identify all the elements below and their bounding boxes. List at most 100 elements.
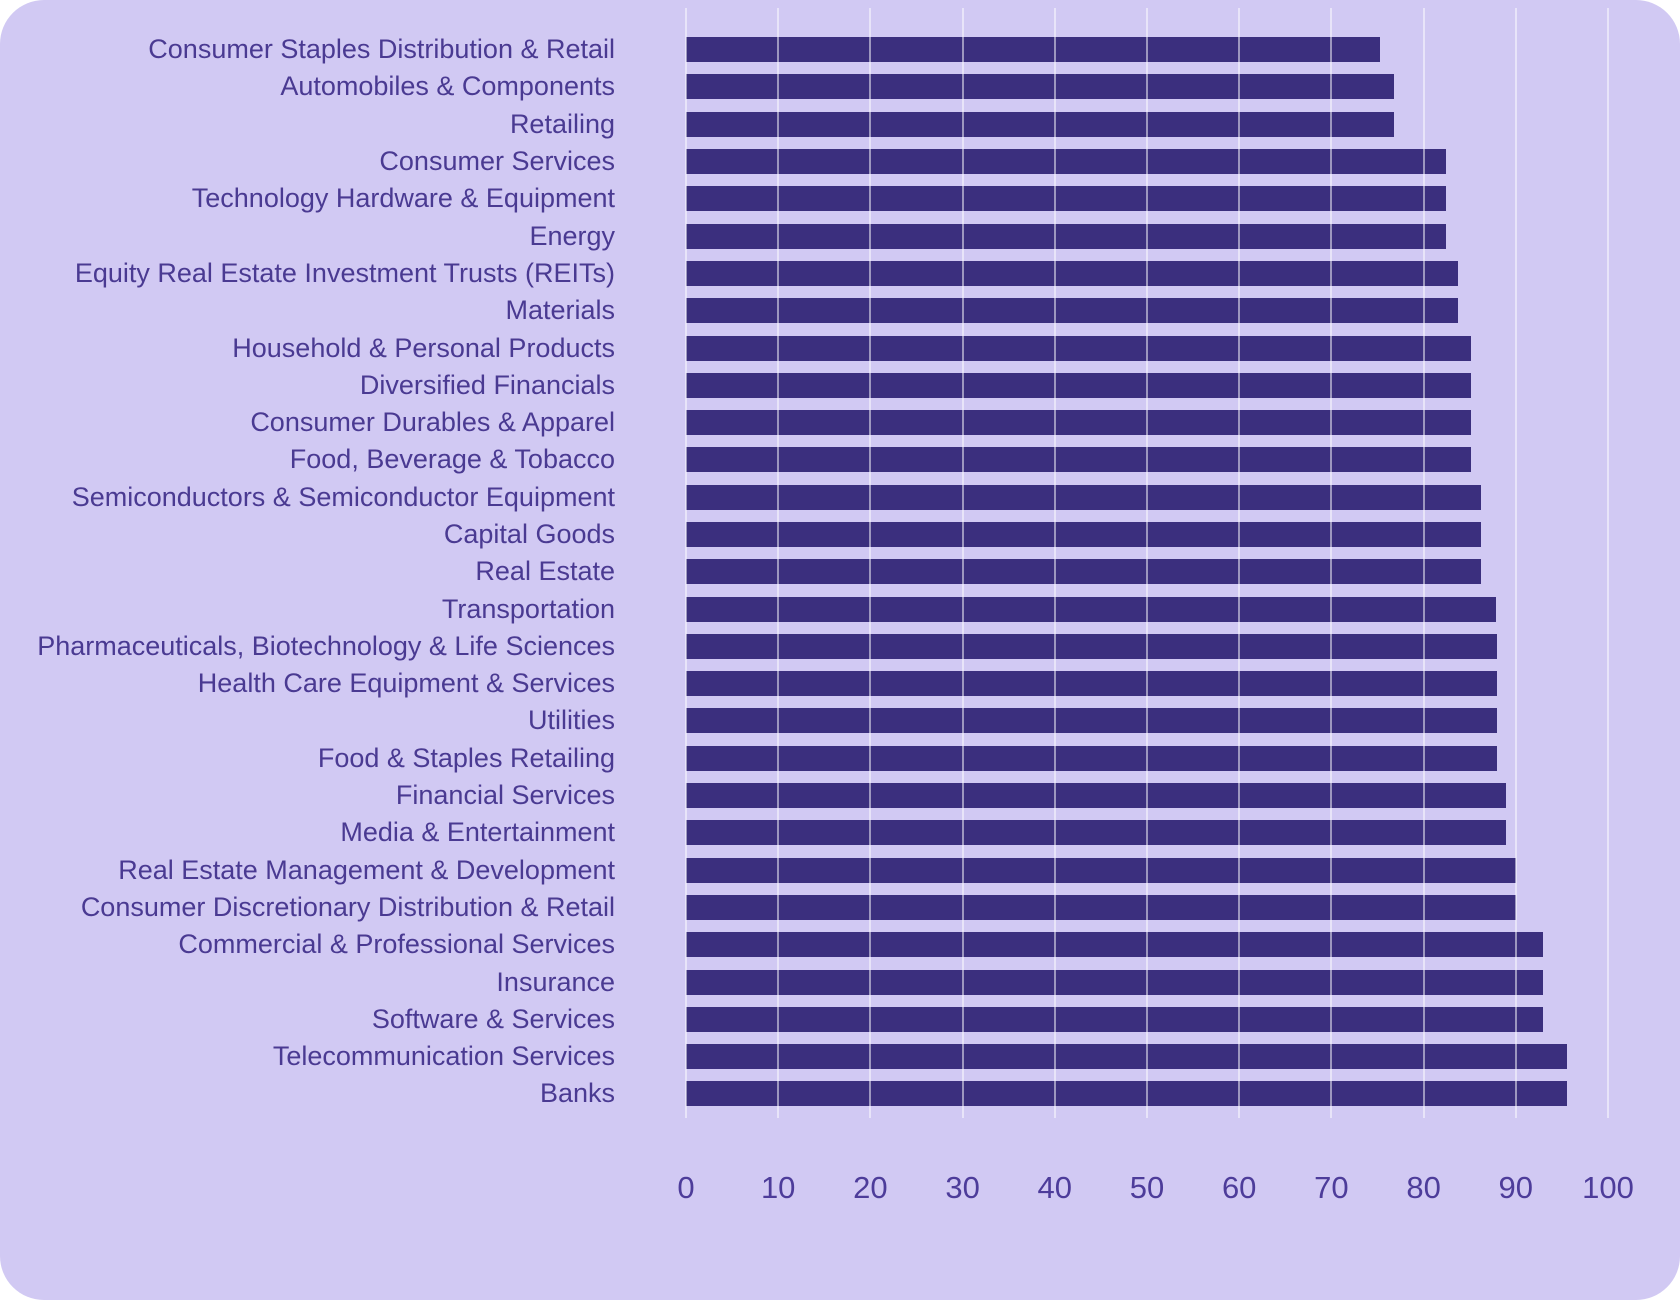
category-label: Banks [539,1078,615,1109]
x-tick-label: 20 [853,1170,888,1205]
category-label: Consumer Staples Distribution & Retail [148,34,615,65]
bar [686,37,1381,63]
bar-track [686,745,1610,771]
bar-track [686,783,1610,809]
bar-row: Food & Staples Retailing [0,740,1680,777]
bar-track [686,335,1610,361]
x-tick-label: 50 [1129,1170,1165,1205]
bar-row: Pharmaceuticals, Biotechnology & Life Sc… [0,628,1680,665]
bar-row: Diversified Financials [0,367,1680,404]
bar-row: Energy [0,217,1680,254]
category-label: Commercial & Professional Services [178,929,615,960]
bar [686,745,1498,771]
bar [686,783,1506,809]
bar-track [686,372,1610,398]
bar-row: Financial Services [0,777,1680,814]
category-label: Consumer Services [379,146,615,177]
bar-row: Real Estate [0,553,1680,590]
category-label: Health Care Equipment & Services [197,668,615,699]
x-tick-label: 60 [1221,1170,1257,1205]
bar-track [686,522,1610,547]
bar-track [686,969,1610,995]
bar-row: Health Care Equipment & Services [0,665,1680,702]
category-label: Financial Services [395,780,615,811]
bar-track [686,186,1610,212]
x-tick-label: 90 [1498,1170,1534,1205]
bar [686,111,1395,137]
category-label: Technology Hardware & Equipment [191,183,615,214]
bar [686,298,1458,324]
bar [686,410,1471,436]
bar-row: Capital Goods [0,516,1680,553]
category-label: Food & Staples Retailing [317,742,615,773]
category-label: Diversified Financials [359,369,615,400]
bar-track [686,857,1610,883]
bar-row: Food, Beverage & Tobacco [0,441,1680,478]
category-label: Semiconductors & Semiconductor Equipment [71,481,615,512]
bar-row: Consumer Staples Distribution & Retail [0,31,1680,68]
category-label: Retailing [509,108,615,139]
bar [686,335,1471,361]
bar [686,596,1497,622]
bar-row: Retailing [0,106,1680,143]
category-label: Consumer Discretionary Distribution & Re… [80,891,615,922]
bar-track [686,223,1610,249]
bar [686,1044,1567,1070]
bar-row: Banks [0,1075,1680,1112]
category-label: Transportation [441,593,615,624]
category-label: Household & Personal Products [232,332,615,363]
category-label: Consumer Durables & Apparel [250,407,615,438]
bar [686,223,1446,249]
category-label: Telecommunication Services [272,1041,615,1072]
bar [686,1081,1567,1107]
bar [686,969,1543,995]
category-label: Media & Entertainment [340,817,615,848]
bar-track [686,1044,1610,1070]
x-tick-label: 10 [760,1170,796,1205]
bar [686,260,1458,286]
bar-track [686,894,1610,920]
category-label: Software & Services [371,1003,615,1034]
bar [686,820,1506,846]
bar [686,633,1498,659]
category-label: Equity Real Estate Investment Trusts (RE… [74,257,615,288]
bar-row: Technology Hardware & Equipment [0,180,1680,217]
bar-track [686,447,1610,473]
bar-track [686,708,1610,734]
category-label: Energy [529,220,615,251]
bar-row: Media & Entertainment [0,814,1680,851]
x-tick-label: 0 [677,1170,695,1205]
bar-track [686,37,1610,63]
bar [686,671,1498,697]
x-axis: 0 10 20 30 40 50 60 70 80 90 100 [677,1160,1633,1220]
bar-row: Utilities [0,702,1680,739]
bar-row: Household & Personal Products [0,329,1680,366]
bar [686,74,1395,100]
bar-track [686,74,1610,100]
category-label: Pharmaceuticals, Biotechnology & Life Sc… [37,630,615,661]
bar [686,186,1446,212]
bar-row: Materials [0,292,1680,329]
bar-track [686,1006,1610,1032]
category-label: Materials [505,295,615,326]
category-label: Food, Beverage & Tobacco [289,444,615,475]
bar-track [686,559,1610,585]
x-tick-label: 100 [1582,1170,1634,1205]
bar [686,372,1471,398]
bar-track [686,671,1610,697]
category-label: Insurance [496,966,615,997]
category-label: Real Estate [475,556,615,587]
bar [686,447,1471,473]
bar [686,932,1543,958]
bar-row: Consumer Services [0,143,1680,180]
category-label: Utilities [527,705,615,736]
bar [686,894,1516,920]
bar-chart: Consumer Staples Distribution & Retail A… [0,31,1680,1113]
bar-track [686,260,1610,286]
bar-row: Software & Services [0,1001,1680,1038]
x-tick-label: 70 [1314,1170,1349,1205]
bar [686,522,1481,547]
bar [686,857,1516,883]
bar-row: Real Estate Management & Development [0,852,1680,889]
